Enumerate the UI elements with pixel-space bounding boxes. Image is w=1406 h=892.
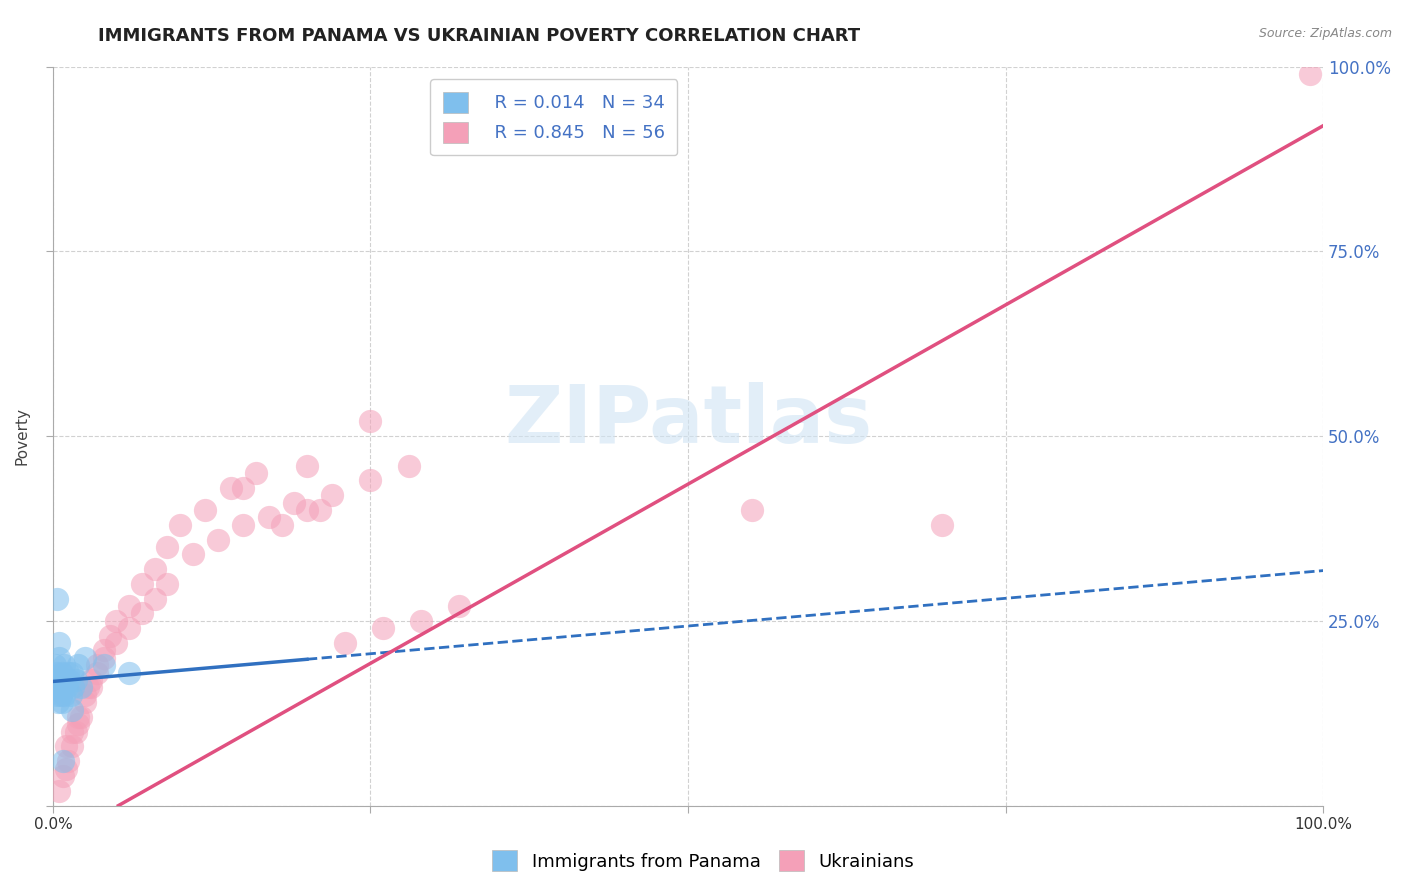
Point [44, 673, 66, 687]
Point [308, 503, 330, 517]
Point [52, 681, 75, 695]
Point [86, 658, 108, 673]
Point [56, 754, 79, 768]
Point [70, 681, 93, 695]
Y-axis label: Poverty: Poverty [15, 407, 30, 465]
Point [67, 710, 90, 724]
Point [58, 673, 80, 687]
Point [333, 636, 356, 650]
Point [283, 495, 305, 509]
Point [295, 503, 318, 517]
Point [49, 688, 72, 702]
Point [219, 481, 242, 495]
Point [359, 474, 381, 488]
Point [48, 636, 70, 650]
Point [45, 688, 67, 702]
Point [44, 681, 66, 695]
Point [46, 695, 69, 709]
Point [93, 650, 115, 665]
Point [48, 650, 70, 665]
Point [46, 673, 69, 687]
Point [131, 577, 153, 591]
Point [741, 503, 763, 517]
Point [53, 658, 76, 673]
Legend:   R = 0.014   N = 34,   R = 0.845   N = 56: R = 0.014 N = 34, R = 0.845 N = 56 [430, 79, 678, 155]
Point [65, 673, 87, 687]
Point [59, 688, 82, 702]
Point [169, 517, 191, 532]
Point [55, 673, 77, 687]
Text: ZIPatlas: ZIPatlas [503, 383, 872, 460]
Point [98, 629, 121, 643]
Point [931, 517, 953, 532]
Point [44, 658, 66, 673]
Point [131, 607, 153, 621]
Point [373, 621, 395, 635]
Point [411, 614, 433, 628]
Text: Source: ZipAtlas.com: Source: ZipAtlas.com [1258, 27, 1392, 40]
Point [143, 562, 166, 576]
Point [51, 695, 73, 709]
Point [93, 658, 115, 673]
Point [398, 458, 420, 473]
Point [257, 510, 280, 524]
Point [359, 414, 381, 428]
Point [270, 517, 292, 532]
Point [60, 665, 83, 680]
Point [49, 673, 72, 687]
Point [45, 665, 67, 680]
Point [73, 695, 96, 709]
Point [80, 673, 103, 687]
Point [105, 636, 128, 650]
Point [55, 739, 77, 754]
Point [52, 769, 75, 783]
Point [60, 724, 83, 739]
Point [156, 540, 179, 554]
Point [232, 517, 254, 532]
Point [60, 739, 83, 754]
Point [55, 762, 77, 776]
Point [67, 717, 90, 731]
Point [77, 681, 100, 695]
Point [232, 481, 254, 495]
Point [245, 466, 267, 480]
Point [60, 702, 83, 716]
Point [118, 665, 141, 680]
Point [143, 591, 166, 606]
Point [295, 458, 318, 473]
Point [181, 547, 204, 561]
Point [45, 591, 67, 606]
Point [93, 643, 115, 657]
Point [1299, 67, 1322, 81]
Point [48, 681, 70, 695]
Point [70, 710, 93, 724]
Point [105, 614, 128, 628]
Point [321, 488, 343, 502]
Point [449, 599, 471, 613]
Point [56, 681, 79, 695]
Point [80, 681, 103, 695]
Point [194, 503, 217, 517]
Point [118, 599, 141, 613]
Point [52, 673, 75, 687]
Point [118, 621, 141, 635]
Point [73, 688, 96, 702]
Point [73, 650, 96, 665]
Point [65, 724, 87, 739]
Point [67, 658, 90, 673]
Point [48, 784, 70, 798]
Point [53, 688, 76, 702]
Point [207, 533, 229, 547]
Point [62, 681, 84, 695]
Text: IMMIGRANTS FROM PANAMA VS UKRAINIAN POVERTY CORRELATION CHART: IMMIGRANTS FROM PANAMA VS UKRAINIAN POVE… [98, 27, 860, 45]
Point [52, 754, 75, 768]
Legend: Immigrants from Panama, Ukrainians: Immigrants from Panama, Ukrainians [485, 843, 921, 879]
Point [51, 665, 73, 680]
Point [56, 665, 79, 680]
Point [86, 665, 108, 680]
Point [156, 577, 179, 591]
